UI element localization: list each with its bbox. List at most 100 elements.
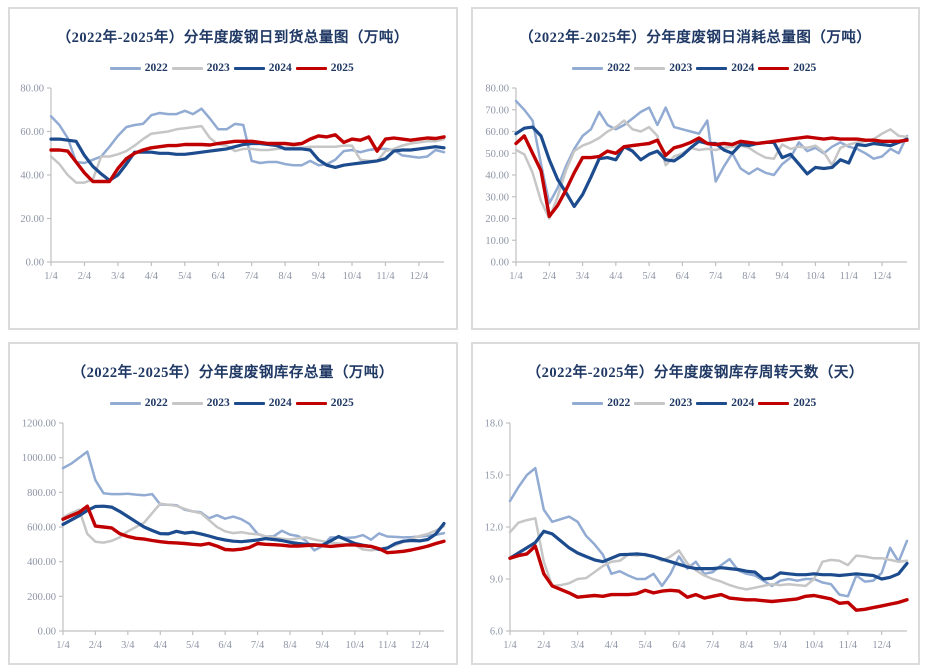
legend-year-label: 2024: [731, 397, 755, 409]
legend-year-label: 2023: [669, 62, 693, 74]
svg-text:40.00: 40.00: [21, 171, 45, 182]
legend-year-label: 2022: [607, 62, 631, 74]
chart-panel-daily-arrivals: （2022年-2025年）分年度废钢日到货总量图（万吨） 2022 2023 202…: [8, 7, 458, 330]
svg-text:4/4: 4/4: [145, 271, 159, 282]
svg-text:15.0: 15.0: [484, 471, 502, 482]
svg-text:12/4: 12/4: [872, 271, 891, 282]
svg-text:10/4: 10/4: [343, 271, 362, 282]
legend-item-2024: 2024: [696, 62, 756, 74]
svg-text:9/4: 9/4: [773, 640, 787, 651]
legend-line-swatch: [634, 401, 666, 405]
chart-legend: 2022 2023 2024 2025: [109, 395, 356, 411]
svg-text:12/4: 12/4: [872, 640, 891, 651]
svg-text:10/4: 10/4: [806, 271, 825, 282]
legend-line-swatch: [295, 66, 327, 70]
svg-text:4/4: 4/4: [604, 640, 618, 651]
svg-text:9/4: 9/4: [775, 271, 789, 282]
chart-legend: 2022 2023 2024 2025: [572, 60, 818, 76]
legend-item-2022: 2022: [572, 62, 632, 74]
svg-text:6/4: 6/4: [212, 271, 226, 282]
svg-text:20.00: 20.00: [21, 214, 45, 225]
svg-text:2/4: 2/4: [537, 640, 551, 651]
legend-line-swatch: [171, 66, 203, 70]
svg-text:10/4: 10/4: [346, 640, 365, 651]
legend-item-2024: 2024: [233, 62, 294, 74]
legend-item-2024: 2024: [233, 397, 294, 409]
svg-text:8/4: 8/4: [742, 271, 756, 282]
svg-text:5/4: 5/4: [186, 640, 200, 651]
svg-text:12/4: 12/4: [411, 640, 430, 651]
svg-text:200.00: 200.00: [27, 592, 56, 603]
svg-text:11/4: 11/4: [838, 640, 857, 651]
svg-text:9.0: 9.0: [490, 575, 503, 586]
legend-item-2023: 2023: [171, 397, 232, 409]
svg-text:8/4: 8/4: [740, 640, 754, 651]
legend-item-2023: 2023: [171, 62, 232, 74]
svg-text:1/4: 1/4: [45, 271, 59, 282]
legend-year-label: 2022: [607, 397, 631, 409]
svg-text:2/4: 2/4: [542, 271, 556, 282]
legend-item-2024: 2024: [696, 397, 756, 409]
legend-line-swatch: [233, 66, 265, 70]
legend-line-swatch: [295, 401, 327, 405]
chart-canvas-daily-arrivals: 0.00 20.00 40.00 60.00 80.00 1/4 2/4 3/4 4/4 5/4 6…: [21, 84, 446, 282]
svg-text:60.00: 60.00: [21, 127, 45, 138]
legend-year-label: 2024: [268, 397, 292, 409]
svg-text:11/4: 11/4: [839, 271, 858, 282]
svg-text:4/4: 4/4: [609, 271, 623, 282]
svg-text:18.0: 18.0: [484, 419, 502, 430]
svg-text:800.00: 800.00: [27, 488, 56, 499]
svg-text:6/4: 6/4: [219, 640, 233, 651]
chart-legend: 2022 2023 2024 2025: [572, 395, 818, 411]
legend-year-label: 2022: [144, 62, 168, 74]
legend-year-label: 2024: [731, 62, 755, 74]
svg-text:3/4: 3/4: [121, 640, 135, 651]
legend-line-swatch: [572, 401, 604, 405]
legend-line-swatch: [572, 66, 604, 70]
svg-text:4/4: 4/4: [154, 640, 168, 651]
legend-line-swatch: [696, 401, 728, 405]
chart-canvas-inventory-turnover-days: 6.0 9.0 12.0 15.0 18.0 1/4 2/4 3/4 4/4 5/4 6/4 7/4 8…: [484, 419, 909, 651]
svg-text:20.00: 20.00: [485, 214, 509, 225]
chart-title: （2022年-2025年）分年度废钢日到货总量图（万吨）: [56, 30, 409, 46]
legend-year-label: 2024: [268, 62, 292, 74]
svg-text:80.00: 80.00: [21, 84, 45, 95]
legend-item-2022: 2022: [109, 62, 170, 74]
legend-item-2023: 2023: [634, 397, 694, 409]
svg-text:70.00: 70.00: [485, 105, 509, 116]
svg-text:1200.00: 1200.00: [22, 419, 56, 430]
svg-text:12/4: 12/4: [410, 271, 429, 282]
chart-title: （2022年-2025年）分年度废钢库存总量（万吨）: [71, 365, 394, 381]
legend-line-swatch: [634, 66, 666, 70]
svg-text:3/4: 3/4: [111, 271, 125, 282]
svg-text:7/4: 7/4: [245, 271, 259, 282]
legend-line-swatch: [171, 401, 203, 405]
svg-text:3/4: 3/4: [576, 271, 590, 282]
svg-text:7/4: 7/4: [706, 640, 720, 651]
chart-panel-inventory-turnover-days: （2022年-2025年）分年度废钢库存周转天数（天） 2022 2023 2024…: [470, 342, 920, 665]
legend-line-swatch: [758, 401, 790, 405]
svg-text:1/4: 1/4: [509, 271, 523, 282]
svg-text:5/4: 5/4: [642, 271, 656, 282]
legend-item-2025: 2025: [295, 397, 356, 409]
svg-text:400.00: 400.00: [27, 557, 56, 568]
svg-text:5/4: 5/4: [178, 271, 192, 282]
svg-text:10/4: 10/4: [804, 640, 823, 651]
svg-text:11/4: 11/4: [378, 640, 397, 651]
svg-text:5/4: 5/4: [638, 640, 652, 651]
svg-text:7/4: 7/4: [709, 271, 723, 282]
legend-line-swatch: [109, 66, 141, 70]
legend-line-swatch: [109, 401, 141, 405]
svg-text:50.00: 50.00: [485, 149, 509, 160]
svg-text:1/4: 1/4: [503, 640, 517, 651]
legend-year-label: 2023: [206, 62, 230, 74]
svg-text:6/4: 6/4: [675, 271, 689, 282]
chart-panel-daily-consumption: （2022年-2025年）分年度废钢日消耗总量图（万吨） 2022 2023 202…: [470, 7, 920, 330]
svg-text:40.00: 40.00: [485, 171, 509, 182]
legend-year-label: 2025: [330, 62, 354, 74]
chart-panel-inventory-total: （2022年-2025年）分年度废钢库存总量（万吨） 2022 2023 2024 2…: [8, 342, 458, 665]
svg-text:0.00: 0.00: [38, 627, 56, 638]
svg-text:6/4: 6/4: [672, 640, 686, 651]
legend-item-2025: 2025: [758, 397, 818, 409]
